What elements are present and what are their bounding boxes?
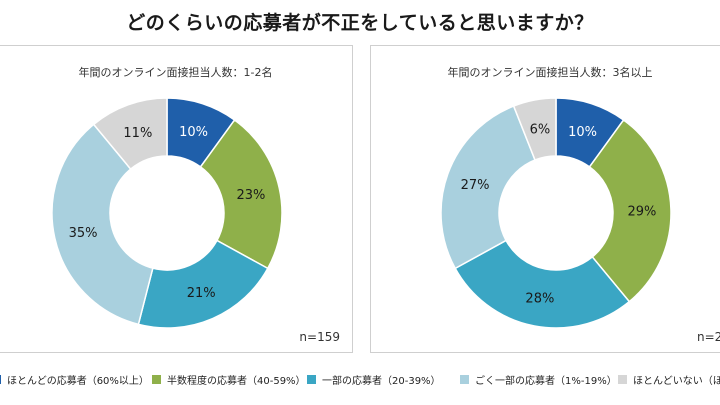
slice-value-label: 6% [530, 123, 551, 138]
donut-slice [137, 239, 269, 329]
slice-value-label: 27% [461, 178, 490, 193]
chart-subtitle: 年間のオンライン面接担当人数：1-2名 [78, 66, 273, 79]
legend-label: ごく一部の応募者（1%-19%） [475, 376, 617, 387]
legend-swatch [152, 375, 161, 384]
slice-value-label: 35% [69, 226, 98, 241]
legend-item: ごく一部の応募者（1%-19%） [460, 372, 617, 387]
slice-value-label: 21% [187, 286, 216, 301]
legend-item: ほとんどいない（ほ [618, 372, 720, 387]
slice-value-label: 11% [123, 126, 152, 141]
legend-swatch [0, 375, 1, 384]
chart-legend: ほとんどの応募者（60%以上） 半数程度の応募者（40-59%） 一部の応募者（… [0, 372, 720, 392]
chart-panel-3plus: 年間のオンライン面接担当人数：3名以上 10% 29% 28% 27% 6% n=2 [370, 45, 720, 353]
page-title: どのくらいの応募者が不正をしていると思いますか？ [126, 12, 594, 34]
legend-swatch [307, 375, 316, 384]
slice-value-label: 28% [525, 291, 554, 306]
donut-slice [454, 239, 631, 329]
legend-label: 半数程度の応募者（40-59%） [167, 376, 306, 387]
slice-value-label: 10% [568, 125, 597, 140]
donut-chart: 10% 23% 21% 35% 11% [51, 97, 283, 329]
legend-item: 半数程度の応募者（40-59%） [152, 372, 306, 387]
slice-value-label: 29% [628, 204, 657, 219]
donut-slice [51, 123, 154, 326]
slice-value-label: 10% [179, 125, 208, 140]
legend-swatch [618, 375, 627, 384]
sample-size-label: n=159 [299, 330, 340, 344]
chart-panel-1-2: 年間のオンライン面接担当人数：1-2名 10% 23% 21% 35% 11% n=15… [0, 45, 353, 353]
legend-label: ほとんどいない（ほ [633, 376, 720, 387]
slice-value-label: 23% [236, 188, 265, 203]
legend-item: ほとんどの応募者（60%以上） [0, 372, 149, 387]
legend-swatch [460, 375, 469, 384]
donut-slice [92, 97, 168, 171]
donut-slice [588, 118, 672, 303]
donut-slice [440, 105, 536, 270]
legend-item: 一部の応募者（20-39%） [307, 372, 441, 387]
legend-label: ほとんどの応募者（60%以上） [7, 376, 149, 387]
donut-slice [512, 97, 557, 161]
donut-slice [199, 118, 283, 270]
legend-label: 一部の応募者（20-39%） [322, 376, 441, 387]
sample-size-label: n=2 [697, 330, 720, 344]
chart-subtitle: 年間のオンライン面接担当人数：3名以上 [447, 66, 653, 79]
donut-chart: 10% 29% 28% 27% 6% [440, 97, 672, 329]
